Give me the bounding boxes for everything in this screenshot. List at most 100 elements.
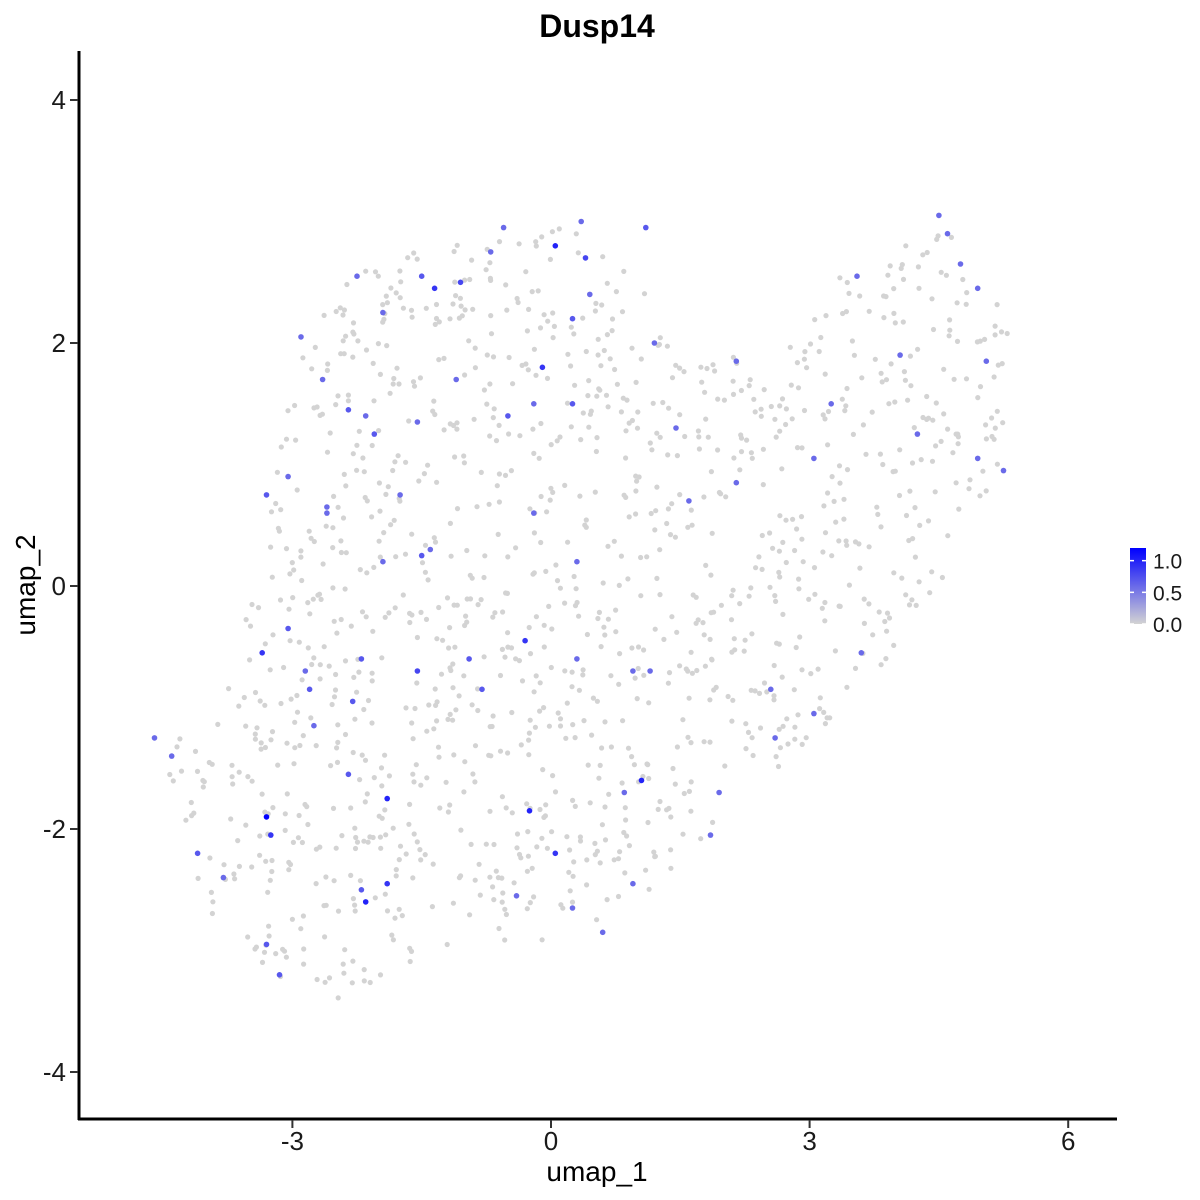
cell-point — [681, 790, 687, 797]
cell-point — [357, 777, 363, 783]
cell-point — [760, 446, 767, 452]
cell-point — [653, 508, 659, 514]
cell-point — [502, 937, 508, 943]
cell-point — [352, 716, 358, 722]
cell-point — [436, 604, 442, 611]
cell-point — [880, 461, 886, 468]
cell-point — [418, 609, 424, 616]
cell-point — [245, 934, 251, 940]
cell-point — [500, 609, 506, 615]
cell-point — [891, 286, 897, 292]
cell-point — [811, 565, 818, 571]
cell-point — [447, 316, 453, 322]
cell-point — [790, 516, 796, 522]
cell-point — [626, 843, 633, 849]
cell-point — [317, 676, 323, 682]
cell-point — [547, 256, 554, 262]
cell-point — [728, 617, 735, 623]
cell-point — [384, 908, 391, 914]
cell-point — [681, 369, 687, 375]
cell-point — [526, 306, 532, 312]
cell-point — [497, 672, 504, 679]
cell-point — [808, 671, 814, 677]
cell-point — [572, 735, 578, 741]
cell-point — [991, 374, 997, 380]
cell-point — [578, 437, 584, 443]
expressing-cell-point — [311, 722, 317, 729]
cell-point — [467, 912, 473, 918]
cell-point — [397, 843, 404, 849]
cell-point — [245, 774, 251, 780]
y-tick-label: -4 — [43, 1057, 66, 1087]
cell-point — [550, 773, 556, 779]
cell-point — [421, 471, 427, 477]
cell-point — [353, 834, 359, 841]
expressing-cell-point — [526, 808, 533, 814]
cell-point — [359, 609, 366, 615]
cell-point — [287, 638, 293, 644]
expression-points — [151, 212, 1007, 978]
cell-point — [850, 431, 857, 437]
cell-point — [431, 726, 437, 732]
cell-point — [909, 597, 915, 603]
cell-point — [392, 915, 398, 921]
cell-point — [704, 365, 710, 372]
cell-point — [545, 318, 551, 324]
cell-point — [624, 397, 630, 403]
cell-point — [382, 891, 388, 897]
cell-point — [362, 799, 368, 805]
cell-point — [745, 729, 752, 736]
cell-point — [622, 805, 628, 811]
cell-point — [410, 736, 416, 742]
cell-point — [694, 667, 700, 674]
cell-point — [335, 908, 342, 914]
cell-point — [454, 420, 460, 426]
cell-point — [594, 393, 600, 399]
cell-point — [403, 705, 409, 711]
expressing-cell-point — [349, 698, 356, 705]
cell-point — [534, 844, 540, 850]
cell-point — [408, 948, 415, 955]
cell-point — [487, 808, 493, 814]
cell-point — [770, 545, 776, 551]
cell-point — [338, 616, 344, 623]
cell-point — [897, 447, 903, 453]
cell-point — [334, 630, 340, 636]
expressing-cell-point — [418, 273, 425, 280]
cell-point — [930, 326, 937, 333]
cell-point — [925, 415, 932, 421]
cell-point — [414, 256, 420, 262]
cell-point — [557, 723, 564, 729]
cell-point — [352, 902, 358, 908]
expressing-cell-point — [651, 340, 658, 346]
cell-point — [505, 630, 511, 636]
cell-point — [230, 781, 236, 787]
cell-point — [886, 615, 893, 621]
cell-point — [292, 745, 298, 751]
cell-point — [348, 872, 354, 879]
cell-point — [294, 709, 301, 715]
cell-point — [287, 571, 293, 577]
cell-point — [963, 301, 969, 307]
cell-point — [941, 411, 947, 417]
cell-point — [378, 765, 385, 771]
cell-point — [282, 811, 288, 817]
cell-point — [391, 375, 397, 382]
cell-point — [576, 687, 583, 693]
cell-point — [451, 602, 457, 608]
cell-point — [631, 762, 638, 768]
cell-point — [505, 750, 511, 756]
cell-point — [797, 634, 803, 640]
x-tick-label: -3 — [281, 1126, 304, 1156]
cell-point — [257, 833, 263, 839]
cell-point — [207, 855, 213, 861]
expressing-cell-point — [298, 334, 304, 340]
cell-point — [680, 831, 686, 837]
cell-point — [469, 257, 475, 263]
cell-point — [364, 498, 370, 504]
cell-point — [326, 975, 333, 981]
cell-point — [252, 946, 258, 952]
cell-point — [333, 308, 339, 315]
cell-point — [796, 586, 802, 592]
cell-point — [685, 734, 691, 740]
